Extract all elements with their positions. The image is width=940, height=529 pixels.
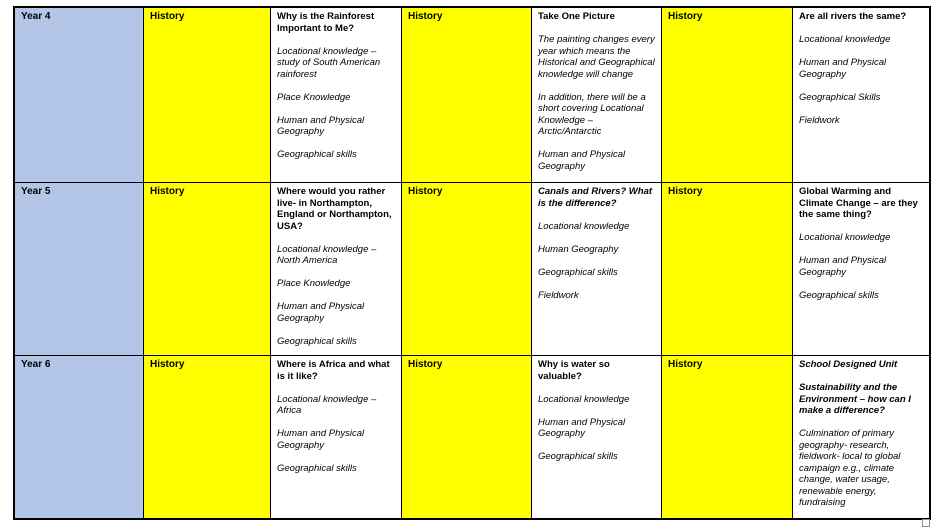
topic-paragraph: Place Knowledge bbox=[277, 278, 351, 289]
topic-title: Why is the Rainforest Important to Me? bbox=[277, 11, 375, 34]
topic-paragraph: Human and Physical Geography bbox=[277, 428, 365, 451]
topic-title: Global Warming and Climate Change – are … bbox=[799, 186, 918, 220]
topic-title: School Designed Unit bbox=[799, 359, 898, 370]
topic-paragraph: Locational knowledge bbox=[538, 220, 630, 232]
topic-paragraph: Place Knowledge bbox=[277, 91, 351, 103]
history-cell: History bbox=[662, 8, 793, 183]
topic-paragraph: Human and Physical Geography bbox=[538, 416, 626, 440]
topic-paragraph: Fieldwork bbox=[799, 114, 840, 126]
topic-paragraph: Sustainability and the Environment – how… bbox=[799, 382, 911, 416]
topic-paragraph: Human and Physical Geography bbox=[277, 114, 365, 138]
topic-paragraph: Geographical Skills bbox=[799, 91, 881, 103]
history-cell: History bbox=[144, 356, 271, 518]
topic-cell: Canals and Rivers? What is the differenc… bbox=[532, 183, 662, 356]
year-cell: Year 5 bbox=[15, 183, 144, 356]
history-cell: History bbox=[402, 356, 532, 518]
topic-paragraph: Culmination of primary geography- resear… bbox=[799, 428, 901, 508]
topic-paragraph: The painting changes every year which me… bbox=[538, 34, 655, 80]
topic-paragraph: Locational knowledge bbox=[799, 34, 891, 45]
topic-paragraph: Fieldwork bbox=[538, 289, 579, 301]
table-resize-handle[interactable] bbox=[922, 519, 930, 527]
topic-title: Take One Picture bbox=[538, 11, 615, 22]
topic-paragraph: In addition, there will be a short cover… bbox=[538, 91, 646, 138]
history-cell: History bbox=[144, 183, 271, 356]
topic-paragraph: Human and Physical Geography bbox=[799, 57, 887, 80]
topic-paragraph: Geographical skills bbox=[277, 462, 357, 474]
topic-paragraph: Locational knowledge bbox=[538, 393, 630, 405]
topic-paragraph: Locational knowledge bbox=[799, 232, 891, 243]
topic-title: Where is Africa and what is it like? bbox=[277, 359, 390, 382]
topic-paragraph: Locational knowledge – North America bbox=[277, 243, 377, 267]
topic-cell: Why is the Rainforest Important to Me? Lo… bbox=[271, 8, 402, 183]
topic-paragraph: Human Geography bbox=[538, 243, 619, 255]
topic-cell: Are all rivers the same? Locational knowl… bbox=[793, 8, 929, 183]
topic-cell: Global Warming and Climate Change – are … bbox=[793, 183, 929, 356]
history-cell: History bbox=[662, 356, 793, 518]
topic-title: Are all rivers the same? bbox=[799, 11, 907, 22]
topic-cell: School Designed Unit Sustainability and t… bbox=[793, 356, 929, 518]
topic-paragraph: Locational knowledge – study of South Am… bbox=[277, 45, 381, 80]
topic-paragraph: Geographical skills bbox=[538, 266, 618, 278]
topic-paragraph: Locational knowledge – Africa bbox=[277, 393, 377, 417]
topic-paragraph: Human and Physical Geography bbox=[538, 149, 626, 172]
topic-paragraph: Geographical skills bbox=[277, 149, 357, 160]
topic-title: Where would you rather live- in Northamp… bbox=[277, 186, 392, 232]
year-cell: Year 4 bbox=[15, 8, 144, 183]
topic-paragraph: Geographical skills bbox=[538, 451, 618, 462]
topic-paragraph: Geographical skills bbox=[799, 289, 879, 301]
topic-cell: Where would you rather live- in Northamp… bbox=[271, 183, 402, 356]
year-cell: Year 6 bbox=[15, 356, 144, 518]
curriculum-table: Year 4 History Why is the Rainforest Impor… bbox=[13, 6, 931, 520]
topic-paragraph: Human and Physical Geography bbox=[277, 301, 365, 324]
history-cell: History bbox=[402, 8, 532, 183]
history-cell: History bbox=[402, 183, 532, 356]
topic-paragraph: Human and Physical Geography bbox=[799, 255, 887, 278]
topic-paragraph: Geographical skills bbox=[277, 335, 357, 347]
topic-title: Canals and Rivers? What is the differenc… bbox=[538, 186, 653, 209]
topic-cell: Where is Africa and what is it like? Loca… bbox=[271, 356, 402, 518]
history-cell: History bbox=[144, 8, 271, 183]
topic-cell: Why is water so valuable? Locational know… bbox=[532, 356, 662, 518]
history-cell: History bbox=[662, 183, 793, 356]
topic-title: Why is water so valuable? bbox=[538, 359, 610, 382]
topic-cell: Take One Picture The painting changes eve… bbox=[532, 8, 662, 183]
